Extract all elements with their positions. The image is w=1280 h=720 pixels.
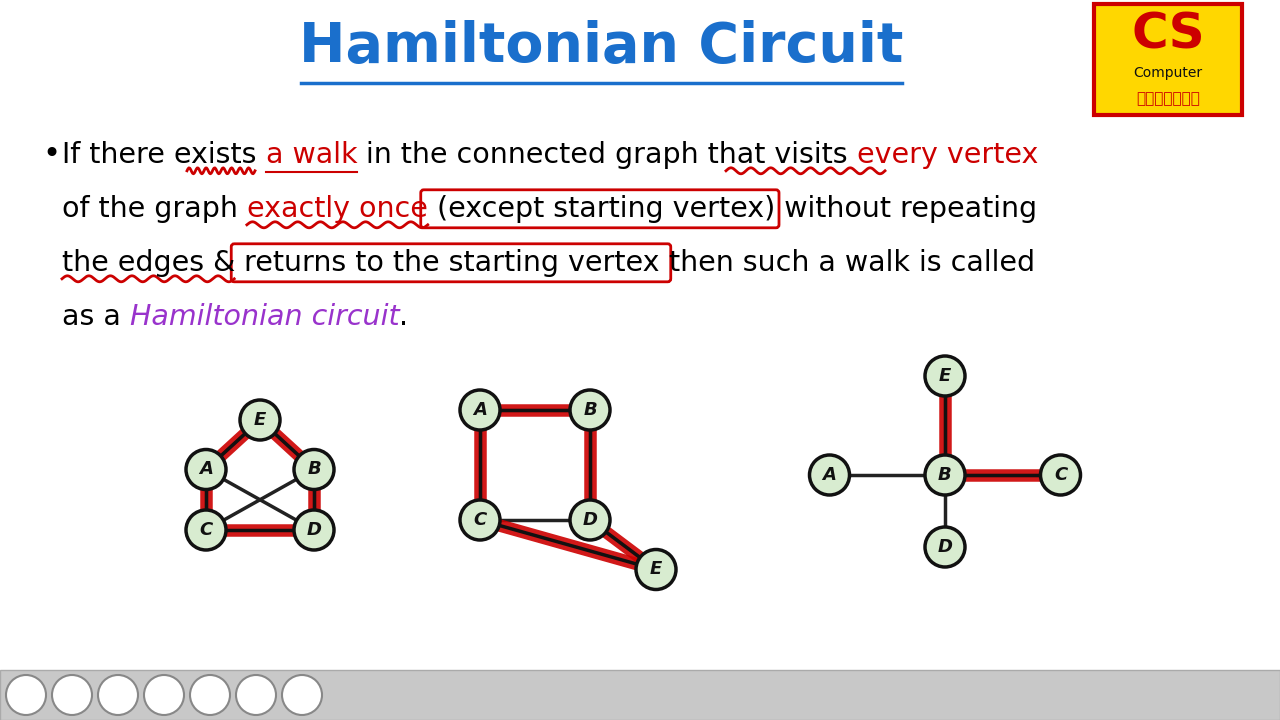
- Circle shape: [1041, 455, 1080, 495]
- Text: A: A: [200, 461, 212, 479]
- Text: E: E: [938, 367, 951, 385]
- Circle shape: [570, 500, 611, 540]
- Text: of the graph: of the graph: [61, 195, 247, 222]
- Text: A: A: [474, 401, 486, 419]
- Text: a walk: a walk: [265, 141, 357, 168]
- Text: Hamiltonian circuit: Hamiltonian circuit: [129, 303, 399, 330]
- Circle shape: [460, 500, 500, 540]
- Text: C: C: [474, 511, 486, 529]
- Text: A: A: [823, 466, 836, 484]
- Circle shape: [294, 510, 334, 550]
- FancyBboxPatch shape: [1094, 4, 1242, 115]
- Text: the edges &: the edges &: [61, 249, 244, 276]
- Text: D: D: [582, 511, 598, 529]
- Text: exactly once: exactly once: [247, 195, 428, 222]
- Circle shape: [925, 527, 965, 567]
- Text: .: .: [399, 303, 408, 330]
- Text: E: E: [253, 411, 266, 429]
- Text: (except starting vertex): (except starting vertex): [0, 706, 338, 720]
- Circle shape: [99, 675, 138, 715]
- Circle shape: [570, 390, 611, 430]
- Circle shape: [282, 675, 323, 715]
- Text: returns to the starting vertex: returns to the starting vertex: [244, 249, 659, 276]
- Text: B: B: [938, 466, 952, 484]
- Text: B: B: [307, 461, 321, 479]
- Text: D: D: [306, 521, 321, 539]
- Circle shape: [6, 675, 46, 715]
- Text: E: E: [650, 560, 662, 578]
- Text: •: •: [42, 140, 60, 169]
- Text: B: B: [584, 401, 596, 419]
- Text: D: D: [937, 538, 952, 556]
- Circle shape: [52, 675, 92, 715]
- Circle shape: [186, 510, 227, 550]
- Text: C: C: [1053, 466, 1068, 484]
- Circle shape: [636, 549, 676, 590]
- Text: every vertex: every vertex: [856, 141, 1038, 168]
- Bar: [0, 670, 1280, 720]
- Text: as a: as a: [61, 303, 129, 330]
- Circle shape: [241, 400, 280, 440]
- Text: then such a walk is called: then such a walk is called: [659, 249, 1034, 276]
- Circle shape: [294, 449, 334, 490]
- Text: in the connected graph that visits: in the connected graph that visits: [357, 141, 856, 168]
- Text: Hamiltonian Circuit: Hamiltonian Circuit: [300, 19, 904, 73]
- Circle shape: [809, 455, 850, 495]
- Circle shape: [460, 390, 500, 430]
- Text: C: C: [200, 521, 212, 539]
- Text: If there exists: If there exists: [61, 141, 265, 168]
- Circle shape: [143, 675, 184, 715]
- Text: शास्त्र: शास्त्र: [1137, 91, 1199, 106]
- Circle shape: [186, 449, 227, 490]
- Text: Computer: Computer: [1133, 66, 1203, 80]
- Text: (except starting vertex) without repeating: (except starting vertex) without repeati…: [428, 195, 1037, 222]
- Circle shape: [925, 455, 965, 495]
- Circle shape: [925, 356, 965, 396]
- Text: CS: CS: [1132, 11, 1204, 59]
- Circle shape: [189, 675, 230, 715]
- Circle shape: [236, 675, 276, 715]
